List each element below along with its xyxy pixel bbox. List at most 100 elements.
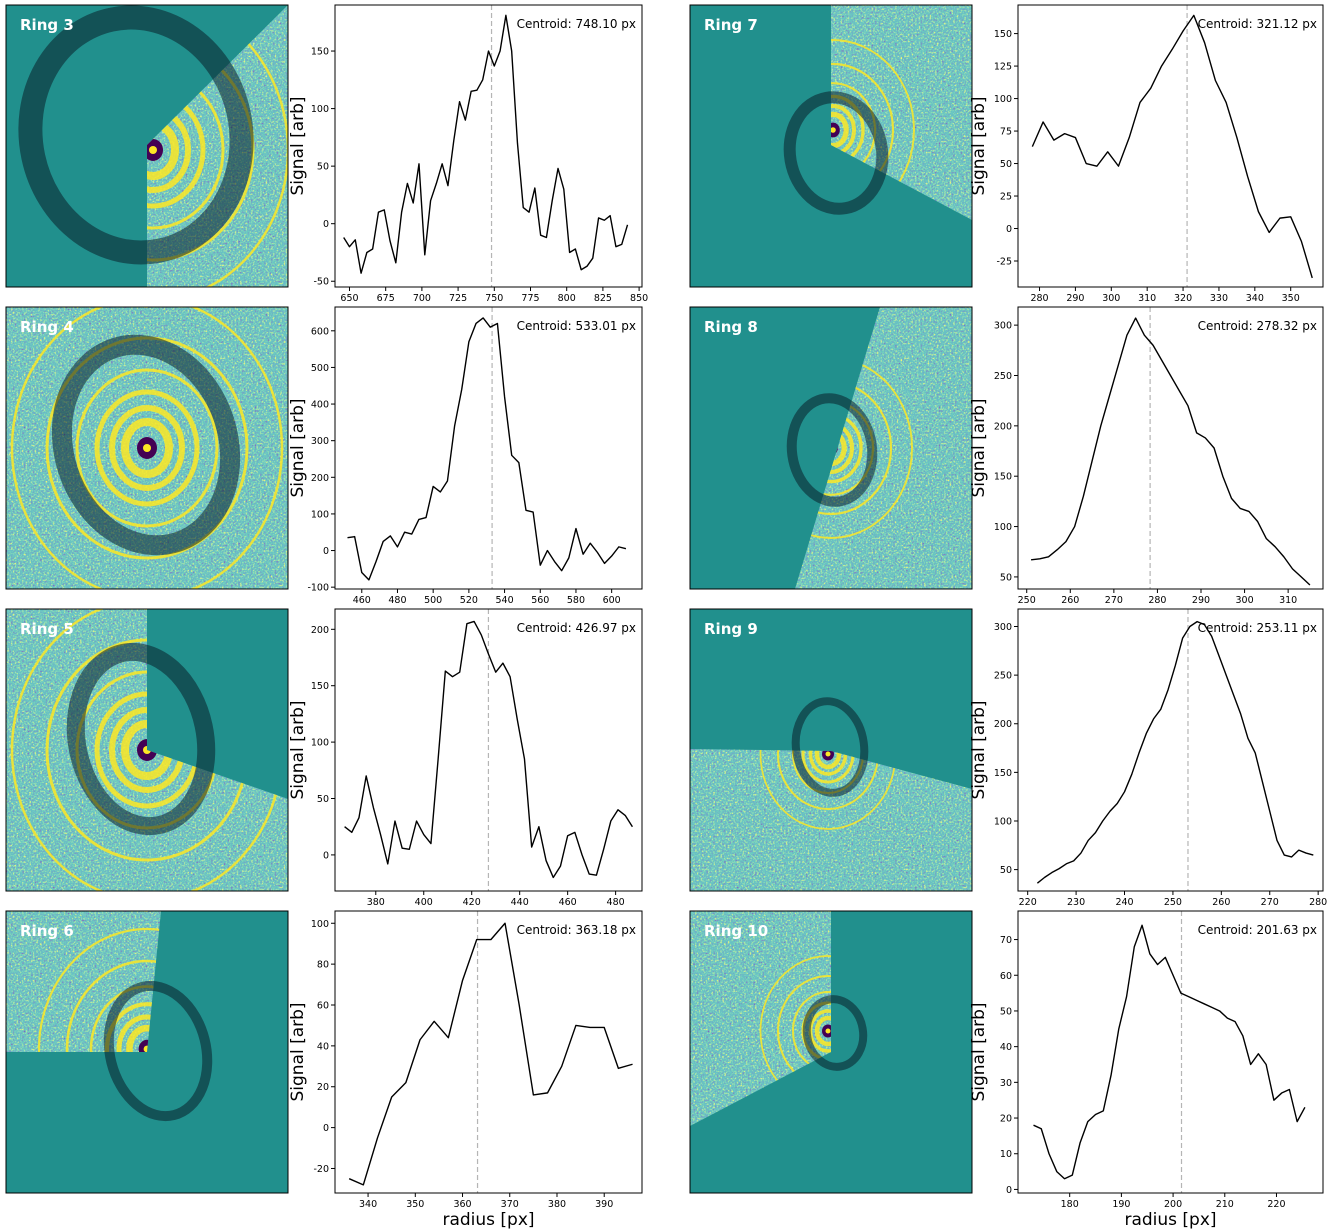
x-tick-label: 340 xyxy=(359,1199,377,1210)
x-tick-label: 750 xyxy=(485,293,503,304)
image-panel: Ring 4 xyxy=(5,306,289,590)
aperture-ring xyxy=(802,995,868,1071)
y-tick-label: 150 xyxy=(311,47,329,58)
x-tick-label: 190 xyxy=(1112,1199,1130,1210)
y-tick-label: 100 xyxy=(994,94,1012,105)
y-axis-label: Signal [arb] xyxy=(288,398,308,497)
x-axis-label: radius [px] xyxy=(1124,1210,1216,1230)
x-tick-label: 360 xyxy=(453,1199,471,1210)
y-tick-label: 20 xyxy=(317,1082,329,1093)
x-tick-label: 280 xyxy=(1148,595,1166,606)
image-panel: Ring 9 xyxy=(689,608,973,892)
x-tick-label: 390 xyxy=(595,1199,613,1210)
bright-ring xyxy=(116,1014,161,1052)
bright-ring xyxy=(37,927,161,1052)
y-tick-label: 100 xyxy=(994,522,1012,533)
data-line xyxy=(1033,924,1306,1180)
bright-ring xyxy=(75,368,219,528)
x-tick-label: 300 xyxy=(1102,293,1120,304)
y-tick-label: 500 xyxy=(311,363,329,374)
axes-frame xyxy=(1017,910,1324,1194)
image-frame xyxy=(689,910,973,1194)
aperture-ring xyxy=(66,642,216,836)
y-axis-label: Signal [arb] xyxy=(288,1002,308,1101)
bright-ring xyxy=(831,39,915,220)
y-tick-label: 200 xyxy=(311,473,329,484)
y-tick-label: 100 xyxy=(994,816,1012,827)
image-frame xyxy=(5,306,289,590)
axes-frame xyxy=(334,4,643,288)
x-tick-label: 675 xyxy=(377,293,395,304)
aperture-ring xyxy=(51,334,241,556)
bright-ring xyxy=(814,749,842,770)
image-panel: Ring 8 xyxy=(689,306,973,590)
image-label: Ring 10 xyxy=(704,922,768,940)
core-center xyxy=(149,146,157,154)
axes-frame xyxy=(1017,4,1324,288)
x-tick-label: 560 xyxy=(531,595,549,606)
x-tick-label: 370 xyxy=(501,1199,519,1210)
x-tick-label: 650 xyxy=(340,293,358,304)
y-tick-label: 150 xyxy=(311,681,329,692)
chart: 380 400 420 440 460 480 0 50 100 150 200 Centroid: … xyxy=(288,608,643,908)
y-axis-label: Signal [arb] xyxy=(288,96,308,195)
x-tick-label: 775 xyxy=(521,293,539,304)
annotation: Centroid: 748.10 px xyxy=(517,17,636,31)
y-tick-label: 20 xyxy=(1000,1114,1012,1125)
x-tick-label: 850 xyxy=(630,293,648,304)
bright-ring xyxy=(831,111,849,149)
y-tick-label: -20 xyxy=(313,1164,329,1175)
x-tick-label: 460 xyxy=(559,897,577,908)
y-tick-label: 50 xyxy=(1000,572,1012,583)
x-tick-label: 290 xyxy=(1066,293,1084,304)
image-frame xyxy=(5,608,289,892)
image-label: Ring 5 xyxy=(20,620,74,638)
bright-ring xyxy=(94,389,200,507)
x-tick-label: 220 xyxy=(1019,897,1037,908)
aperture-ring xyxy=(783,91,889,215)
core-center xyxy=(825,1028,831,1034)
x-tick-label: 240 xyxy=(1115,897,1133,908)
y-tick-label: 0 xyxy=(323,219,329,230)
y-tick-label: 300 xyxy=(311,436,329,447)
y-tick-label: 50 xyxy=(317,794,329,805)
y-tick-label: 150 xyxy=(994,29,1012,40)
bright-ring xyxy=(814,1015,831,1047)
x-tick-label: 290 xyxy=(1192,595,1210,606)
image-label: Ring 8 xyxy=(704,318,758,336)
y-tick-label: 40 xyxy=(317,1041,329,1052)
data-line xyxy=(343,14,629,274)
y-tick-label: 400 xyxy=(311,400,329,411)
data-line xyxy=(1031,14,1313,279)
x-tick-label: 330 xyxy=(1210,293,1228,304)
x-tick-label: 520 xyxy=(460,595,478,606)
x-tick-label: 310 xyxy=(1138,293,1156,304)
image-label: Ring 3 xyxy=(20,16,74,34)
x-tick-label: 250 xyxy=(1164,897,1182,908)
chart: 340 350 360 370 380 390 -20 0 20 40 60 80 100 Centroi… xyxy=(288,910,643,1230)
x-tick-label: 260 xyxy=(1061,595,1079,606)
y-tick-label: 50 xyxy=(1000,1006,1012,1017)
x-tick-label: 300 xyxy=(1236,595,1254,606)
y-tick-label: 100 xyxy=(311,738,329,749)
y-axis-label: Signal [arb] xyxy=(969,398,989,497)
x-tick-label: 310 xyxy=(1279,595,1297,606)
annotation: Centroid: 533.01 px xyxy=(517,319,636,333)
image-label: Ring 4 xyxy=(20,318,74,336)
core-center xyxy=(825,751,831,757)
y-tick-label: 0 xyxy=(323,850,329,861)
y-tick-label: 75 xyxy=(1000,127,1012,138)
image-frame xyxy=(5,910,289,1194)
y-tick-label: 100 xyxy=(311,104,329,115)
bright-ring xyxy=(65,959,161,1052)
image-label: Ring 9 xyxy=(704,620,758,638)
y-tick-label: 70 xyxy=(1000,935,1012,946)
y-tick-label: 250 xyxy=(994,371,1012,382)
y-tick-label: -50 xyxy=(313,277,329,288)
y-tick-label: 40 xyxy=(1000,1042,1012,1053)
x-tick-label: 270 xyxy=(1261,897,1279,908)
x-tick-label: 380 xyxy=(548,1199,566,1210)
x-tick-label: 230 xyxy=(1067,897,1085,908)
y-tick-label: 60 xyxy=(317,1001,329,1012)
x-tick-label: 200 xyxy=(1164,1199,1182,1210)
